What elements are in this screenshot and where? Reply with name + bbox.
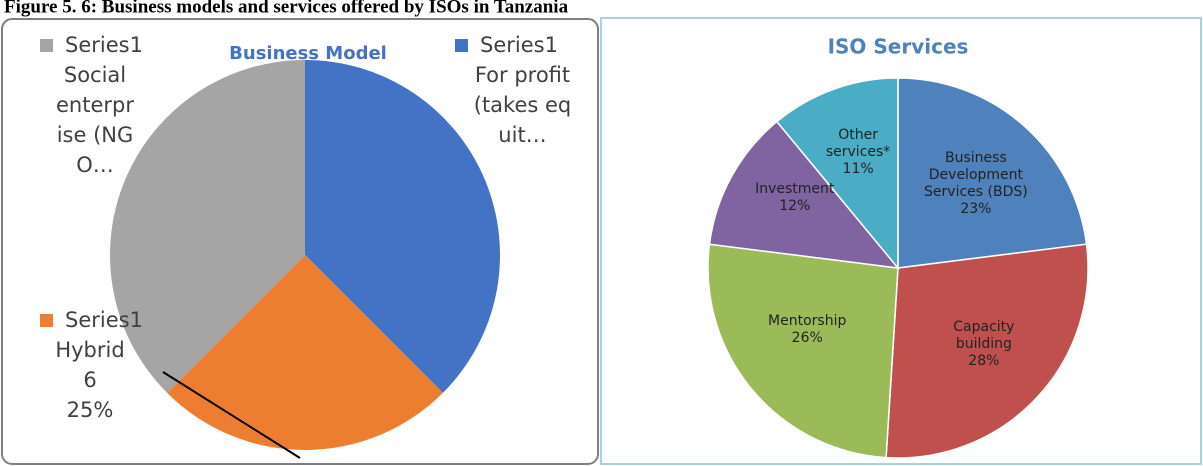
figure-title: Figure 5. 6: Business models and service… <box>4 0 569 17</box>
category-label: Social enterprise (NGO… <box>56 63 134 177</box>
category-label: Other services* <box>825 127 891 161</box>
legend-swatch <box>455 39 468 52</box>
value-label: 6 <box>83 368 97 392</box>
chart-title: Business Model <box>229 43 387 64</box>
chart-title: ISO Services <box>828 35 969 59</box>
category-label: Capacity building <box>953 318 1015 352</box>
series-name: Series1 <box>65 33 143 57</box>
pie-slice <box>897 77 1088 269</box>
data-label: Mentorship 26% <box>747 313 867 347</box>
category-label: Hybrid <box>55 338 125 362</box>
pie-slice <box>775 77 899 271</box>
value-label: 23% <box>960 200 992 217</box>
pie-slice <box>305 60 501 393</box>
series-name: Series1 <box>480 33 558 57</box>
data-label: Series1 Hybrid 6 25% <box>40 305 143 425</box>
pie-slice <box>110 60 305 393</box>
legend-swatch <box>40 39 53 52</box>
pie-slice <box>167 255 443 450</box>
pie-slice <box>708 120 900 269</box>
leader-line <box>162 371 301 459</box>
data-label: Other services* 11% <box>798 127 918 178</box>
value-label: 12% <box>779 198 811 215</box>
data-label: Business Development Services (BDS) 23% <box>916 150 1036 218</box>
value-label: 28% <box>968 352 1000 369</box>
legend-entry: Series1 <box>40 30 150 60</box>
category-label: Business Development Services (BDS) <box>924 149 1028 200</box>
legend-swatch <box>40 314 53 327</box>
data-label: Investment 12% <box>735 181 855 215</box>
percent-label: 25% <box>66 398 114 422</box>
data-label: Capacity building 28% <box>924 319 1044 370</box>
pie-slice <box>707 243 899 459</box>
value-label: 11% <box>842 161 874 178</box>
category-label: Mentorship <box>768 313 847 330</box>
category-label: For profit (takes equit… <box>473 63 572 147</box>
data-label: Series1 Social enterprise (NGO… <box>40 30 150 180</box>
legend-entry: Series1 <box>455 30 590 60</box>
pie-slice <box>885 243 1089 459</box>
data-label: Series1 For profit (takes equit… <box>455 30 590 150</box>
series-name: Series1 <box>65 308 143 332</box>
legend-entry: Series1 <box>40 305 143 335</box>
category-label: Investment <box>755 181 835 198</box>
value-label: 26% <box>791 330 823 347</box>
